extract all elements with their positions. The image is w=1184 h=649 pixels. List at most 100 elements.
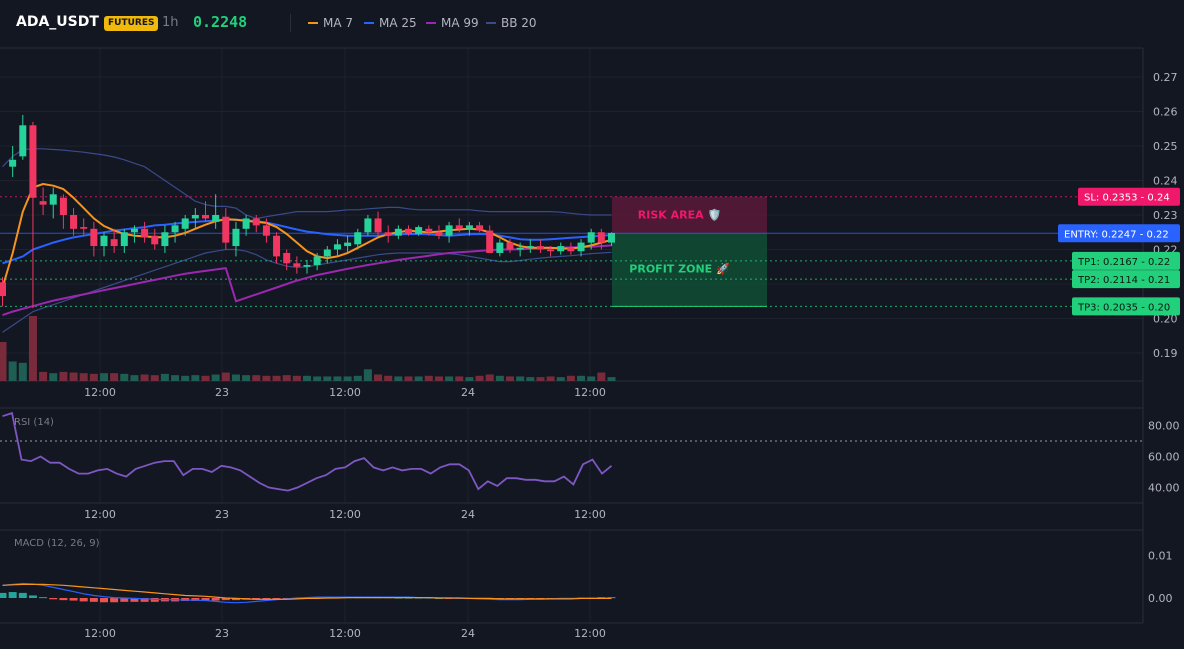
candle-body bbox=[557, 246, 565, 252]
candle-body bbox=[29, 125, 37, 198]
volume-bar bbox=[282, 375, 291, 381]
volume-bar bbox=[607, 377, 616, 381]
volume-bar bbox=[587, 376, 596, 381]
candle-body bbox=[232, 228, 240, 247]
candle-body bbox=[100, 235, 108, 247]
volume-bar bbox=[384, 375, 393, 381]
macd-hist-bar bbox=[89, 598, 98, 602]
volume-bar bbox=[160, 373, 169, 381]
volume-bar bbox=[445, 376, 454, 381]
timeframe-label[interactable]: 1h bbox=[162, 15, 179, 30]
candle-body bbox=[0, 282, 6, 297]
candle-body bbox=[252, 218, 260, 226]
time-label: 24 bbox=[461, 627, 475, 640]
volume-bar bbox=[577, 375, 586, 381]
tp3-tag-text: TP3: 0.2035 - 0.20 bbox=[1077, 302, 1170, 313]
sl-tag-text: SL: 0.2353 - 0.24 bbox=[1084, 193, 1170, 204]
volume-bar bbox=[465, 377, 474, 381]
candle-body bbox=[333, 244, 341, 250]
macd-hist-bar bbox=[39, 597, 48, 599]
candle-body bbox=[506, 242, 514, 250]
macd-hist-bar bbox=[18, 592, 27, 598]
candle-body bbox=[587, 232, 595, 243]
candle-body bbox=[486, 230, 494, 253]
macd-hist-bar bbox=[140, 598, 149, 602]
macd-hist-bar bbox=[49, 598, 58, 600]
macd-tick-label: 0.00 bbox=[1148, 592, 1173, 605]
candle-body bbox=[273, 235, 281, 257]
entry-tag-text: ENTRY: 0.2247 - 0.22 bbox=[1064, 229, 1169, 240]
candle-body bbox=[9, 159, 17, 167]
candle-body bbox=[608, 232, 615, 243]
candle-body bbox=[364, 218, 372, 233]
rsi-tick-label: 80.00 bbox=[1148, 420, 1180, 433]
tp2-tag-bg bbox=[1072, 270, 1180, 289]
macd-hist-bar bbox=[272, 598, 281, 600]
macd-hist-bar bbox=[28, 595, 37, 598]
macd-hist-bar bbox=[59, 598, 68, 601]
rsi-line bbox=[2, 411, 613, 492]
time-label: 12:00 bbox=[574, 627, 606, 640]
macd-hist-bar bbox=[211, 598, 220, 601]
entry-tag-bg bbox=[1058, 224, 1180, 243]
price-tick-label: 0.23 bbox=[1153, 209, 1178, 222]
legend-bb20-label: BB 20 bbox=[501, 16, 537, 30]
bb-upper-line bbox=[2, 148, 612, 219]
volume-bar bbox=[495, 375, 504, 381]
volume-bar bbox=[556, 377, 565, 381]
legend-ma7[interactable]: MA 7 bbox=[308, 16, 353, 30]
macd-hist-bar bbox=[221, 598, 230, 601]
volume-bar bbox=[526, 377, 535, 381]
candle-body bbox=[577, 242, 585, 252]
volume-bar bbox=[566, 375, 575, 381]
candle-body bbox=[293, 263, 301, 267]
volume-bar bbox=[597, 372, 606, 381]
macd-pane: MACD (12, 26, 9) 0.01 0.00 bbox=[0, 538, 1173, 605]
price-tick-label: 0.27 bbox=[1153, 71, 1178, 84]
macd-signal-line bbox=[2, 583, 612, 600]
volume-bar bbox=[475, 375, 484, 381]
legend-ma99-swatch bbox=[426, 21, 436, 24]
symbol-label[interactable]: ADA_USDT bbox=[16, 14, 99, 30]
volume-bar bbox=[181, 375, 190, 381]
volume-bar bbox=[49, 373, 58, 381]
tp1-tag-text: TP1: 0.2167 - 0.22 bbox=[1077, 257, 1170, 268]
volume-bar bbox=[374, 374, 383, 381]
price-tick-label: 0.24 bbox=[1153, 175, 1178, 188]
candle-body bbox=[465, 225, 473, 229]
volume-bar bbox=[59, 371, 68, 381]
volume-bar bbox=[89, 373, 98, 381]
rsi-tick-label: 40.00 bbox=[1148, 482, 1180, 495]
legend-ma25[interactable]: MA 25 bbox=[364, 16, 417, 30]
time-label: 23 bbox=[215, 627, 229, 640]
candle-body bbox=[171, 225, 179, 233]
time-label: 12:00 bbox=[84, 627, 116, 640]
volume-bar bbox=[363, 369, 372, 381]
macd-hist-bar bbox=[231, 598, 240, 601]
candle-body bbox=[262, 225, 270, 236]
macd-hist-bar bbox=[607, 597, 616, 599]
macd-hist-bar bbox=[150, 598, 159, 602]
legend-bb20[interactable]: BB 20 bbox=[486, 16, 537, 30]
last-price: 0.2248 bbox=[193, 13, 248, 31]
volume-bar bbox=[455, 376, 464, 381]
candle-body bbox=[242, 218, 250, 229]
candle-body bbox=[405, 228, 412, 234]
volume-bar bbox=[221, 372, 230, 381]
legend-ma99[interactable]: MA 99 bbox=[426, 16, 479, 30]
macd-hist-bar bbox=[110, 598, 119, 603]
time-label: 23 bbox=[215, 386, 229, 399]
macd-hist-bar bbox=[8, 592, 17, 598]
candle-body bbox=[151, 235, 159, 245]
futures-badge: FUTURES bbox=[104, 16, 159, 31]
volume-bar bbox=[18, 362, 27, 381]
risk-zone-label: RISK AREA 🛡️ bbox=[638, 209, 721, 222]
volume-bar bbox=[79, 373, 88, 381]
candle-body bbox=[303, 265, 311, 267]
volume-bar bbox=[242, 375, 251, 381]
volume-bar bbox=[394, 376, 403, 381]
candle-body bbox=[547, 249, 555, 252]
candle-body bbox=[394, 228, 402, 236]
candle-body bbox=[354, 232, 362, 245]
